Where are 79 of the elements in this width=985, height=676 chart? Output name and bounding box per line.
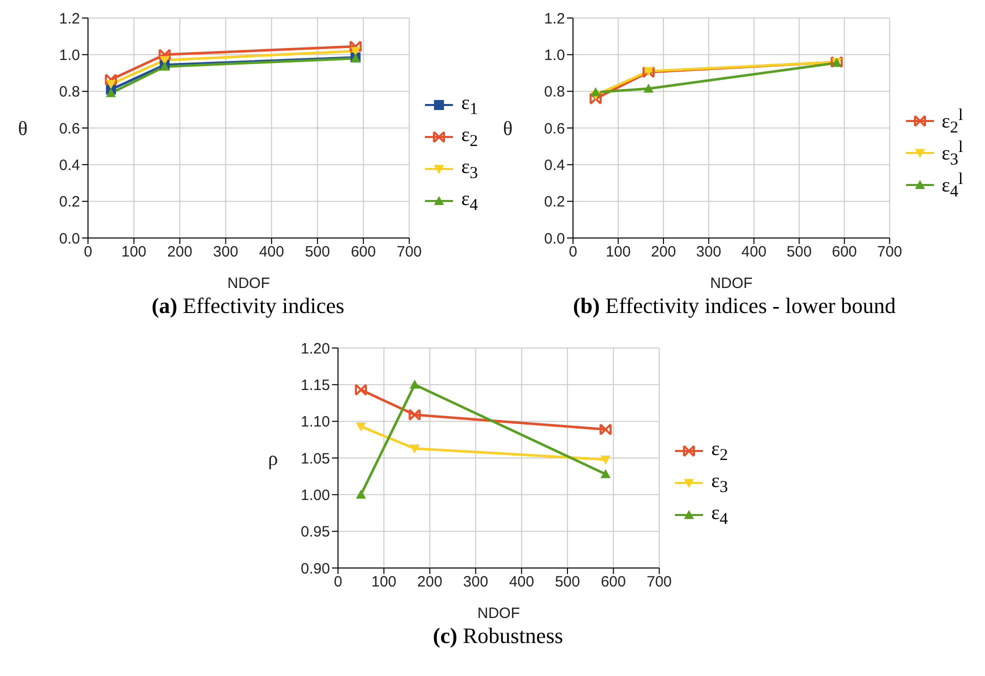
legend-label: ε$_{2}$ [711, 438, 728, 464]
y-tick-label: 0.8 [59, 84, 80, 101]
y-tick-label: 1.15 [300, 376, 330, 394]
x-tick-label: 200 [650, 244, 676, 261]
y-tick-label: 1.10 [300, 414, 330, 431]
y-tick-label: 1.00 [300, 486, 330, 504]
legend-label: ε$_{4}$ [711, 502, 728, 528]
y-tick-label: 1.0 [59, 46, 80, 64]
point [158, 48, 171, 61]
y-tick-label: 1.05 [300, 450, 330, 468]
x-tick-label: 500 [304, 244, 330, 261]
point [410, 380, 420, 389]
y-tick-label: 0.0 [544, 230, 565, 248]
point [356, 422, 366, 432]
y-tick-label: 0.0 [59, 230, 80, 248]
text: (b) Effectivity indices - lower bound [573, 293, 896, 319]
y-tick-label: 1.2 [59, 10, 80, 28]
y-axis-title: θ [18, 118, 28, 140]
y-tick-label: 1.20 [300, 340, 330, 358]
text: (c) Robustness [432, 623, 564, 649]
legend-label: ε$_{3}$ [461, 156, 478, 182]
y-axis-title: θ [503, 118, 513, 140]
x-tick-label: 200 [417, 574, 442, 591]
x-tick-label: 300 [696, 244, 722, 261]
x-tick-label: 700 [877, 244, 902, 261]
point [590, 87, 601, 96]
x-tick-label: 100 [606, 244, 631, 261]
point [350, 40, 362, 52]
x-tick-label: 0 [334, 574, 342, 591]
point [408, 408, 421, 421]
point [600, 469, 611, 478]
y-tick-label: 0.4 [544, 156, 565, 174]
legend-label: ε$_{4}$ [461, 188, 478, 214]
x-tick-label: 700 [396, 244, 422, 261]
y-tick-label: 1.0 [544, 46, 565, 64]
point [104, 74, 117, 86]
text: (a) Effectivity indices [150, 293, 346, 319]
x-tick-label: 100 [371, 574, 396, 591]
point [590, 92, 602, 105]
y-tick-label: 0.2 [59, 194, 80, 211]
x-tick-label: 400 [259, 244, 284, 261]
x-tick-label: 200 [167, 244, 192, 261]
x-tick-label: 500 [786, 244, 812, 261]
y-tick-label: 1.2 [544, 10, 565, 28]
legend-label: ε$_{1}$ [461, 92, 478, 118]
point [600, 423, 612, 436]
x-tick-label: 400 [741, 244, 766, 261]
x-axis-title: NDOF [710, 275, 753, 292]
x-axis-title: NDOF [477, 605, 520, 622]
x-tick-label: 700 [646, 574, 672, 591]
x-tick-label: 500 [554, 574, 580, 591]
y-tick-label: 0.4 [59, 156, 80, 174]
x-tick-label: 0 [84, 244, 92, 261]
x-tick-label: 100 [121, 244, 146, 261]
point [106, 80, 116, 89]
x-tick-label: 600 [600, 574, 626, 591]
point [106, 88, 116, 98]
x-tick-label: 600 [832, 244, 857, 261]
legend-label: ε$_{3}$ [711, 470, 728, 496]
x-axis-title: NDOF [227, 275, 270, 292]
point [350, 47, 361, 56]
y-tick-label: 0.2 [544, 194, 565, 211]
point [354, 384, 367, 396]
y-tick-label: 0.6 [544, 120, 565, 138]
y-axis-title: ρ [268, 448, 278, 470]
y-tick-label: 0.6 [59, 120, 80, 138]
x-tick-label: 0 [568, 244, 578, 261]
point [644, 84, 654, 93]
point [356, 490, 366, 499]
point [410, 444, 420, 454]
legend-label: ε$_{2}$ [461, 124, 478, 150]
y-tick-label: 0.8 [544, 84, 565, 101]
x-tick-label: 600 [350, 244, 376, 261]
x-tick-label: 300 [463, 574, 488, 591]
y-tick-label: 0.90 [300, 560, 330, 578]
x-tick-label: 400 [509, 574, 534, 591]
y-tick-label: 0.95 [300, 524, 330, 541]
x-tick-label: 300 [213, 244, 238, 261]
point [600, 455, 611, 464]
